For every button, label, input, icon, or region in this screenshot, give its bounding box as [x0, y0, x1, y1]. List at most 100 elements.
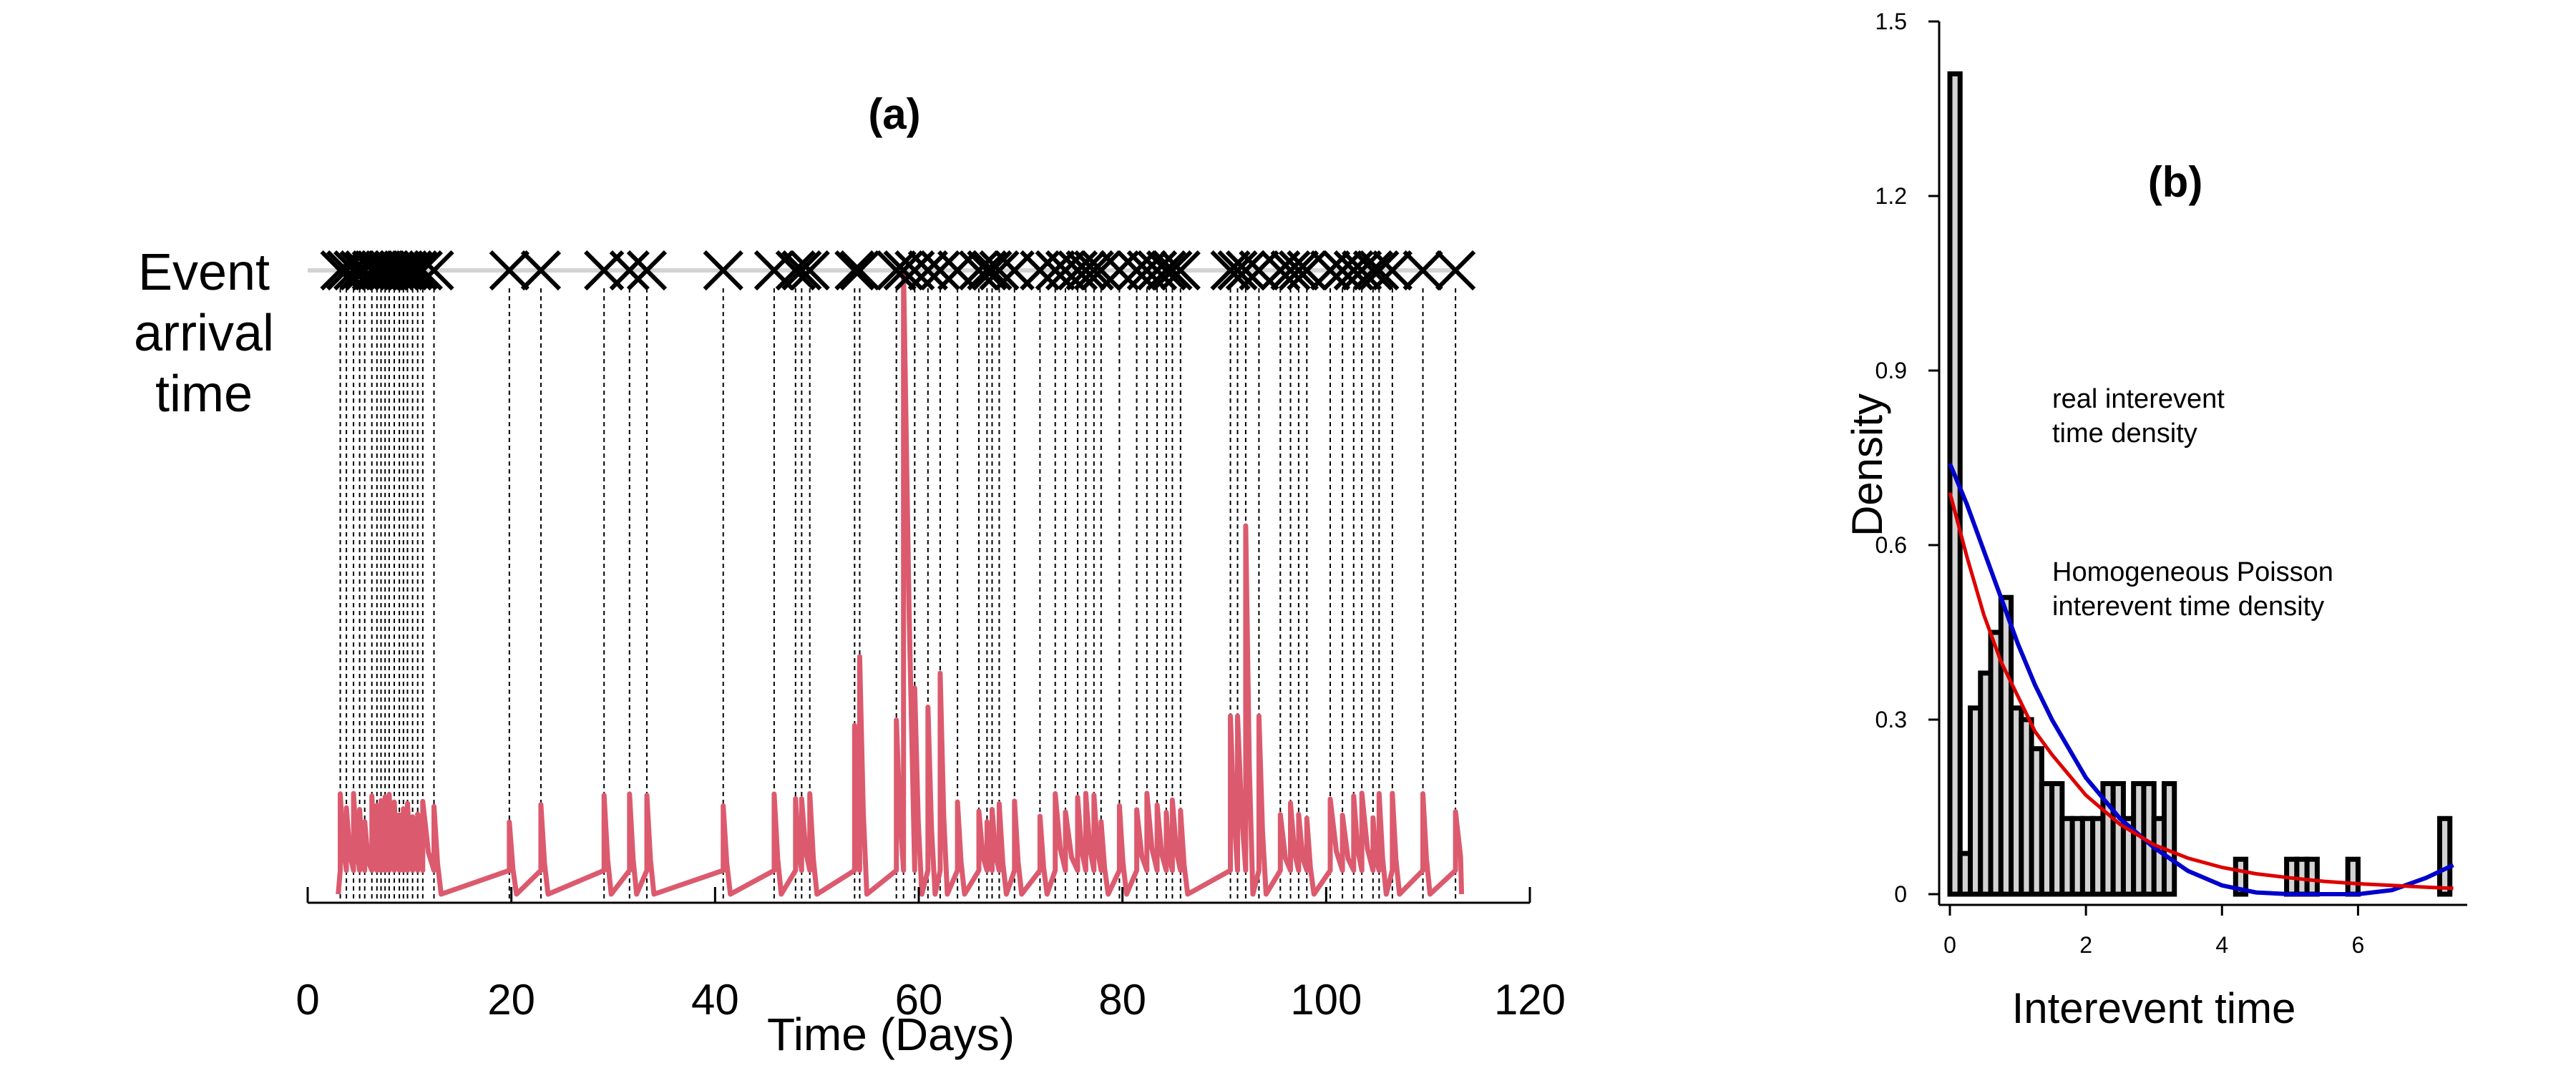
event-marker-stroke: [397, 250, 438, 291]
event-label-line-1: Event: [138, 244, 270, 301]
event-marker: [1359, 250, 1400, 291]
event-marker-stroke: [1239, 250, 1279, 291]
event-marker-stroke: [1402, 250, 1443, 291]
event-marker: [919, 250, 961, 291]
histogram: [1947, 71, 2453, 897]
event-marker-stroke: [1146, 250, 1186, 291]
event-marker: [392, 250, 433, 291]
event-marker: [1217, 250, 1258, 291]
x-tick-label: 40: [691, 976, 739, 1024]
x-tick-label: 0: [296, 976, 319, 1024]
histogram-bar: [2233, 856, 2249, 897]
event-marker-stroke: [781, 250, 822, 291]
event-marker: [1278, 250, 1319, 291]
event-marker-stroke: [402, 250, 443, 291]
event-marker-stroke: [383, 250, 424, 291]
event-marker-stroke: [834, 250, 875, 291]
histogram-bar: [2161, 780, 2177, 897]
event-marker: [1270, 250, 1311, 291]
histogram-bar: [2436, 815, 2453, 897]
poisson-density-curve: [1948, 492, 2454, 891]
event-marker-stroke: [1359, 250, 1400, 291]
event-label-line-2: arrival: [134, 305, 274, 362]
event-marker-stroke: [609, 250, 650, 291]
event-marker-stroke: [703, 250, 743, 291]
event-marker: [1065, 250, 1106, 291]
x-tick-label: 20: [487, 976, 535, 1024]
panel-b-xlabel: Interevent time: [2012, 984, 2296, 1032]
event-marker-stroke: [839, 250, 880, 291]
event-marker-stroke: [919, 250, 961, 291]
event-marker-stroke: [1152, 250, 1193, 291]
event-markers: [320, 250, 1476, 291]
y-tick-label: 0.3: [1875, 707, 1907, 733]
x-tick-label: 6: [2352, 932, 2365, 958]
event-marker: [1352, 250, 1393, 291]
y-tick-label: 0: [1894, 881, 1907, 907]
event-marker: [520, 250, 562, 291]
event-marker-stroke: [1372, 250, 1413, 291]
y-tick-label: 0.6: [1875, 532, 1907, 558]
event-marker-stroke: [876, 250, 917, 291]
event-marker-stroke: [789, 250, 830, 291]
x-tick-label: 120: [1494, 976, 1566, 1024]
event-marker: [775, 250, 816, 291]
event-marker-stroke: [907, 250, 948, 291]
y-tick-label: 0.9: [1875, 358, 1907, 383]
event-marker: [1210, 250, 1251, 291]
event-marker: [1045, 250, 1086, 291]
event-marker-stroke: [958, 250, 1000, 291]
event-marker-stroke: [1210, 250, 1251, 291]
event-marker: [414, 250, 454, 291]
event-marker: [1225, 250, 1267, 291]
event-marker: [383, 250, 424, 291]
event-marker-stroke: [1435, 250, 1476, 291]
event-marker-stroke: [1217, 250, 1258, 291]
x-tick-label: 2: [2079, 932, 2092, 958]
event-marker: [1146, 250, 1186, 291]
panel-b: (b) 0 0.3 0.6 0.9 1.2 1.5 0 2 4 6 Interevent time…: [1843, 9, 2467, 1032]
event-marker: [1402, 250, 1443, 291]
event-label-line-3: time: [155, 366, 253, 423]
event-marker-stroke: [414, 250, 454, 291]
annotation-poisson-line-2: interevent time density: [2052, 592, 2324, 622]
annotation-poisson-line-1: Homogeneous Poisson: [2052, 557, 2333, 587]
event-marker-stroke: [520, 250, 562, 291]
event-marker-stroke: [1225, 250, 1267, 291]
x-tick-label: 60: [895, 976, 943, 1024]
event-marker: [1342, 250, 1382, 291]
annotation-real-line-1: real interevent: [2052, 384, 2225, 414]
event-marker-stroke: [1045, 250, 1086, 291]
event-marker-stroke: [979, 250, 1020, 291]
event-marker: [958, 250, 1000, 291]
event-marker: [1239, 250, 1279, 291]
x-tick-label: 4: [2215, 932, 2228, 958]
panel-a-title: (a): [868, 90, 920, 138]
event-marker-stroke: [775, 250, 816, 291]
event-marker-stroke: [1080, 250, 1121, 291]
panel-a-x-axis: 0 20 40 60 80 100 120: [296, 887, 1566, 1024]
histogram-bar: [2345, 856, 2361, 897]
event-marker-stroke: [1160, 250, 1201, 291]
event-marker: [979, 250, 1020, 291]
panel-b-axes: 0 0.3 0.6 0.9 1.2 1.5 0 2 4 6: [1875, 9, 2467, 958]
event-marker: [839, 250, 880, 291]
real-density-curve: [1948, 462, 2454, 896]
event-marker-stroke: [392, 250, 433, 291]
panel-b-ylabel: Density: [1843, 393, 1891, 536]
panel-a: (a) Event arrival time 0 20 40 60 80 100 120 T…: [134, 90, 1566, 1060]
event-marker: [1116, 250, 1157, 291]
event-marker: [609, 250, 650, 291]
event-marker-stroke: [1116, 250, 1157, 291]
event-marker-stroke: [1270, 250, 1311, 291]
x-tick-label: 80: [1098, 976, 1146, 1024]
event-marker-stroke: [489, 250, 530, 291]
event-marker: [781, 250, 822, 291]
event-marker: [789, 250, 830, 291]
event-marker: [489, 250, 530, 291]
panel-a-xlabel: Time (Days): [767, 1009, 1015, 1060]
event-marker-stroke: [1352, 250, 1393, 291]
event-marker: [626, 250, 668, 291]
event-marker: [937, 250, 978, 291]
